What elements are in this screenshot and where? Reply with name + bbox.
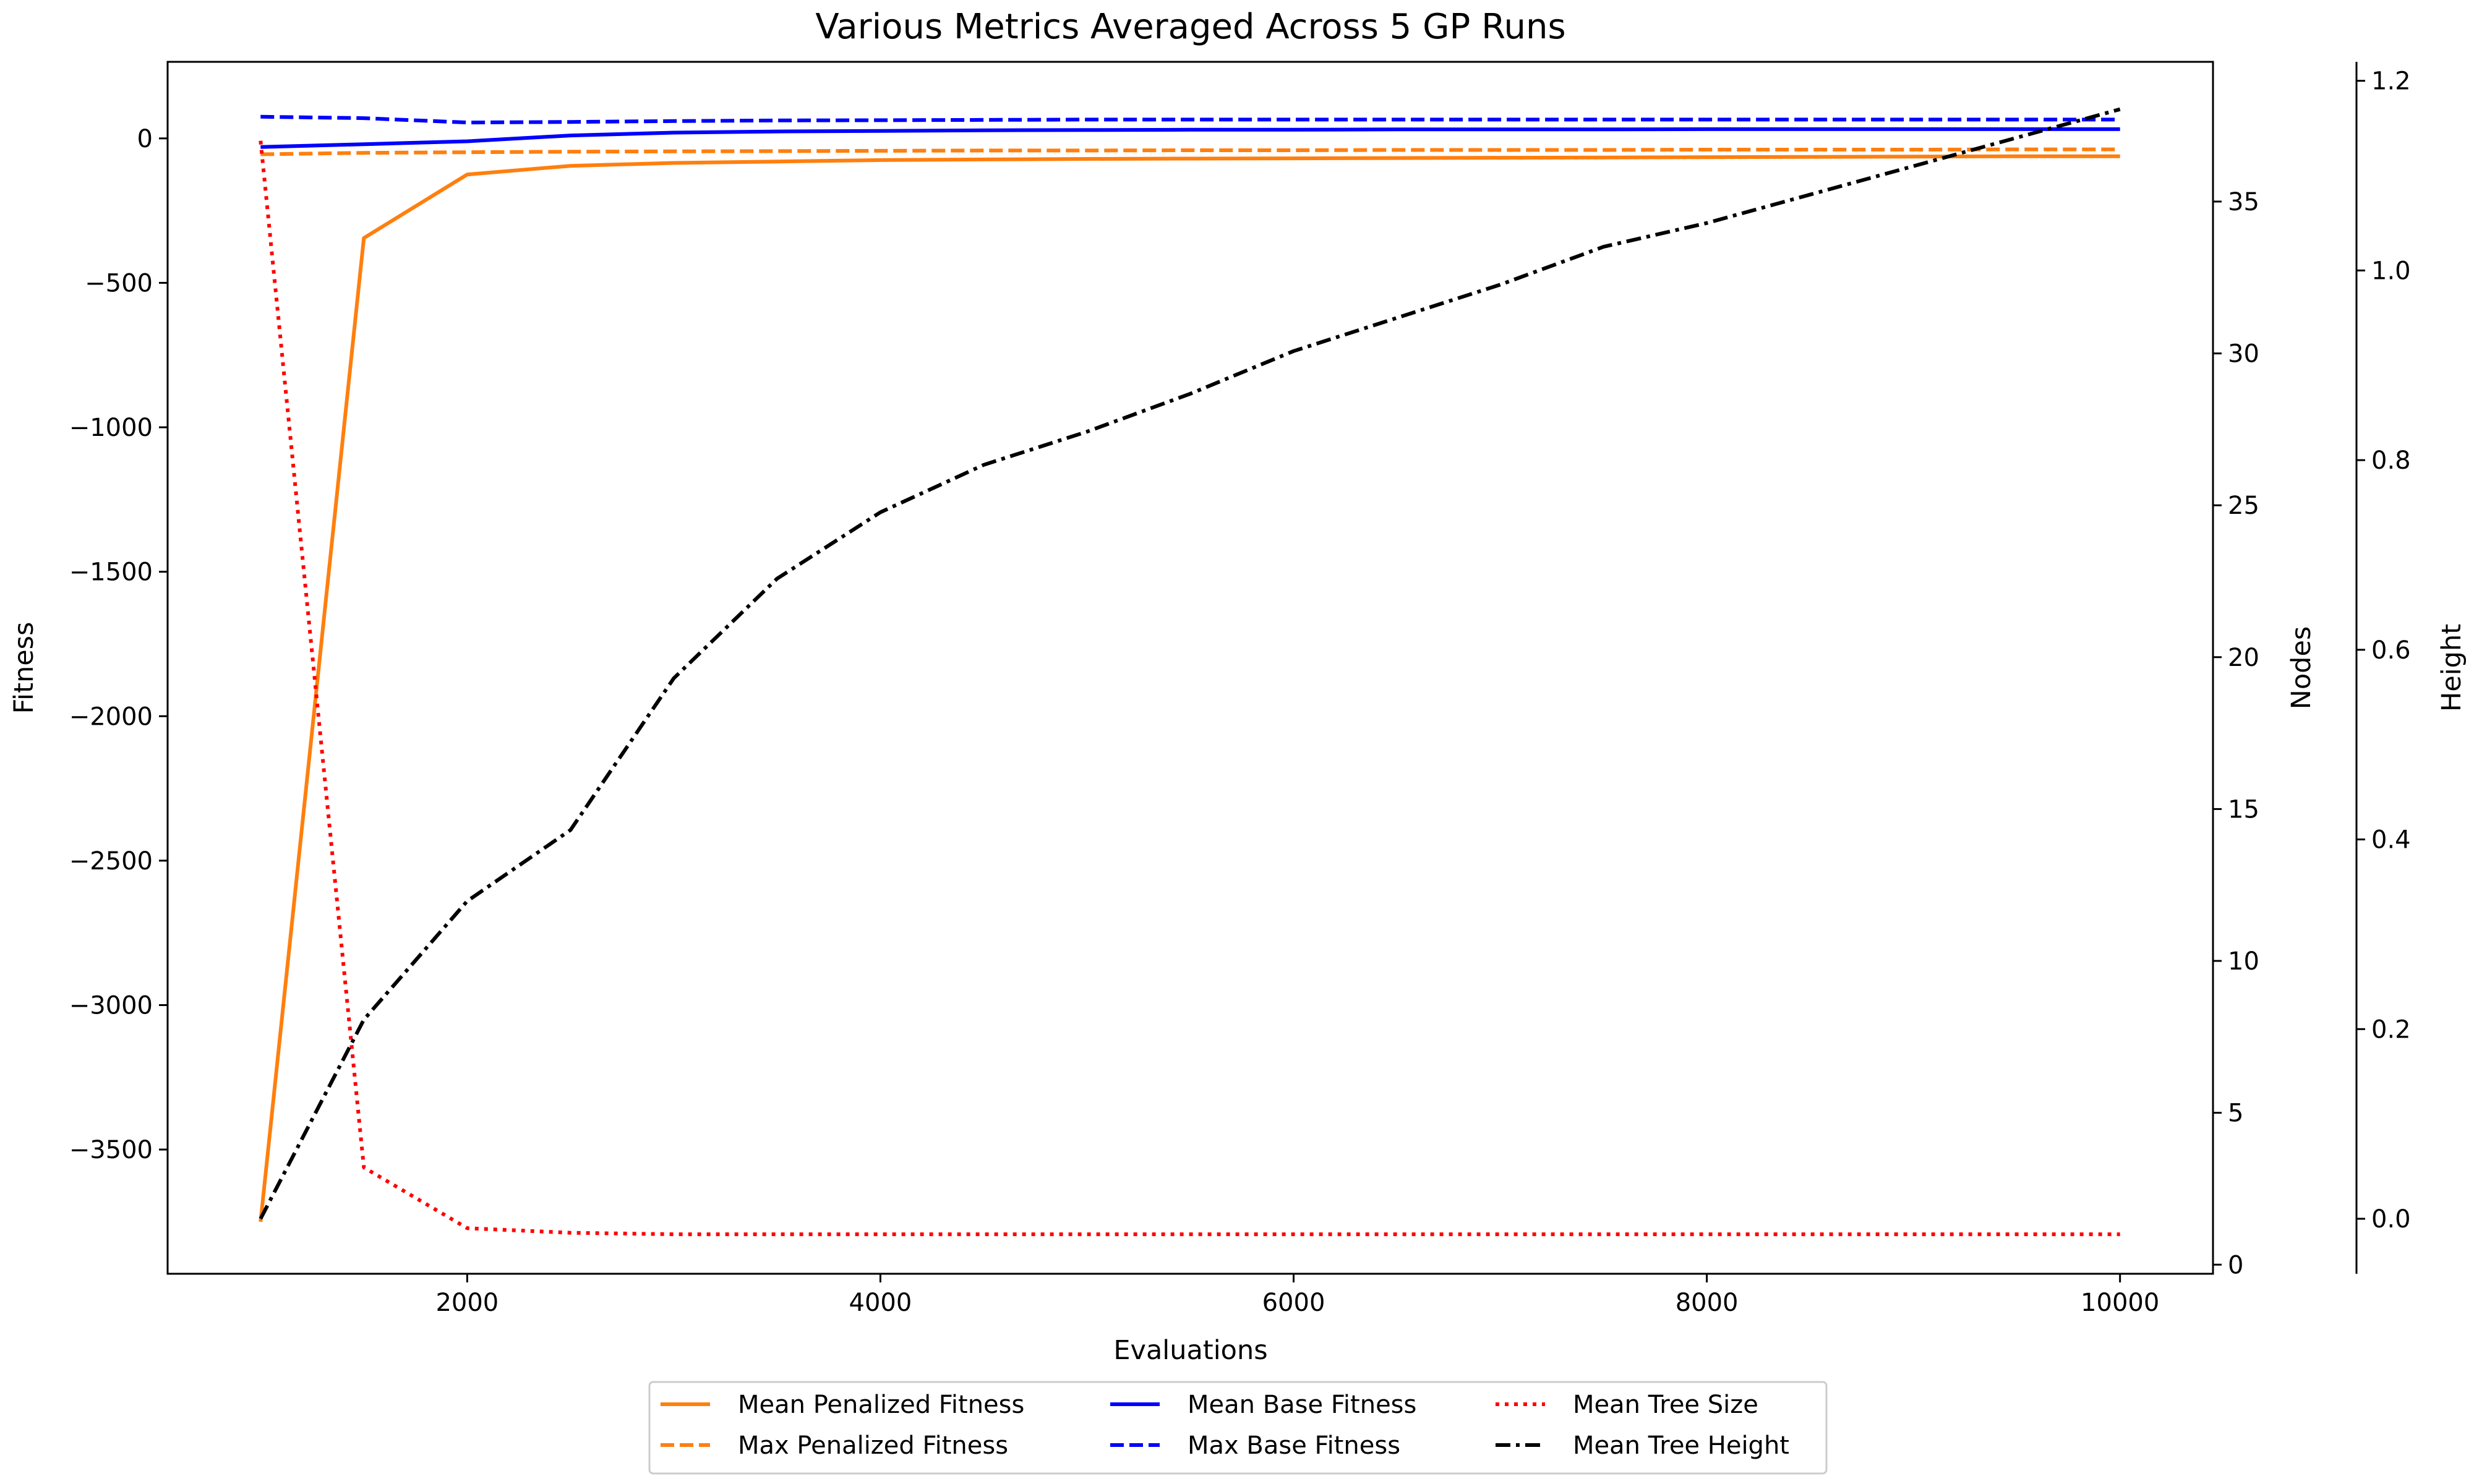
height-tick-label: 0.4 <box>2371 826 2411 855</box>
fitness-tick-label: −2500 <box>69 847 153 876</box>
fitness-tick-label: −1000 <box>69 414 153 442</box>
fitness-tick-label: −1500 <box>69 558 153 587</box>
fitness-tick-label: −500 <box>85 269 153 297</box>
x-tick-label: 2000 <box>435 1289 499 1317</box>
nodes-tick-label: 15 <box>2228 795 2259 824</box>
height-axis-label: Height <box>2436 624 2467 712</box>
legend-label-max-penalized-fitness: Max Penalized Fitness <box>738 1431 1008 1460</box>
legend: Mean Penalized Fitness Max Penalized Fitn… <box>648 1381 1828 1475</box>
x-axis-label: Evaluations <box>1113 1335 1267 1366</box>
legend-label-mean-tree-height: Mean Tree Height <box>1573 1431 1789 1460</box>
x-tick-label: 8000 <box>1676 1289 1739 1317</box>
nodes-tick-label: 35 <box>2228 188 2259 216</box>
chart-title: Various Metrics Averaged Across 5 GP Run… <box>815 7 1565 47</box>
series-layer <box>259 107 2121 1237</box>
height-tick-label: 0.2 <box>2371 1015 2411 1044</box>
series-line-max-base-fitness <box>260 114 2120 125</box>
legend-box <box>648 1381 1828 1475</box>
series-line-mean-penalized-fitness <box>259 154 2120 1222</box>
nodes-tick-label: 20 <box>2228 644 2259 672</box>
height-tick-label: 1.2 <box>2371 67 2411 96</box>
fitness-tick-label: −3000 <box>69 991 153 1020</box>
fitness-tick-label: 0 <box>137 125 153 153</box>
legend-label-mean-tree-size: Mean Tree Size <box>1573 1391 1758 1419</box>
fitness-tick-label: −2000 <box>69 702 153 731</box>
height-tick-label: 0.0 <box>2371 1205 2411 1234</box>
height-axis: 0.0 0.2 0.4 0.6 0.8 1.0 1.2 <box>2355 62 2411 1274</box>
x-tick-label: 6000 <box>1262 1289 1325 1317</box>
series-line-mean-base-fitness <box>260 127 2120 149</box>
legend-label-mean-penalized-fitness: Mean Penalized Fitness <box>738 1391 1024 1419</box>
nodes-tick-label: 10 <box>2228 947 2259 976</box>
plot-frame <box>166 61 2214 1275</box>
legend-label-mean-base-fitness: Mean Base Fitness <box>1188 1391 1416 1419</box>
x-tick-label: 10000 <box>2081 1289 2159 1317</box>
nodes-tick-label: 25 <box>2228 492 2259 520</box>
height-tick-label: 0.6 <box>2371 636 2411 665</box>
nodes-tick-label: 5 <box>2228 1099 2243 1128</box>
nodes-axis-label: Nodes <box>2286 626 2317 710</box>
height-tick-label: 0.8 <box>2371 446 2411 475</box>
nodes-axis: 0 5 10 15 20 25 30 35 <box>2213 188 2259 1279</box>
fitness-axis-label: Fitness <box>9 622 40 714</box>
height-tick-label: 1.0 <box>2371 257 2411 285</box>
fitness-tick-label: −3500 <box>69 1136 153 1164</box>
series-line-mean-tree-size <box>259 140 2120 1237</box>
x-axis: 2000 4000 6000 8000 10000 <box>435 1274 2159 1317</box>
fitness-axis: 0 −500 −1000 −1500 −2000 −2500 −3000 −3500 <box>69 125 168 1164</box>
x-tick-label: 4000 <box>849 1289 912 1317</box>
legend-label-max-base-fitness: Max Base Fitness <box>1188 1431 1400 1460</box>
nodes-tick-label: 30 <box>2228 340 2259 369</box>
series-line-max-penalized-fitness <box>260 147 2120 156</box>
series-line-mean-tree-height <box>259 107 2121 1220</box>
nodes-tick-label: 0 <box>2228 1251 2243 1279</box>
